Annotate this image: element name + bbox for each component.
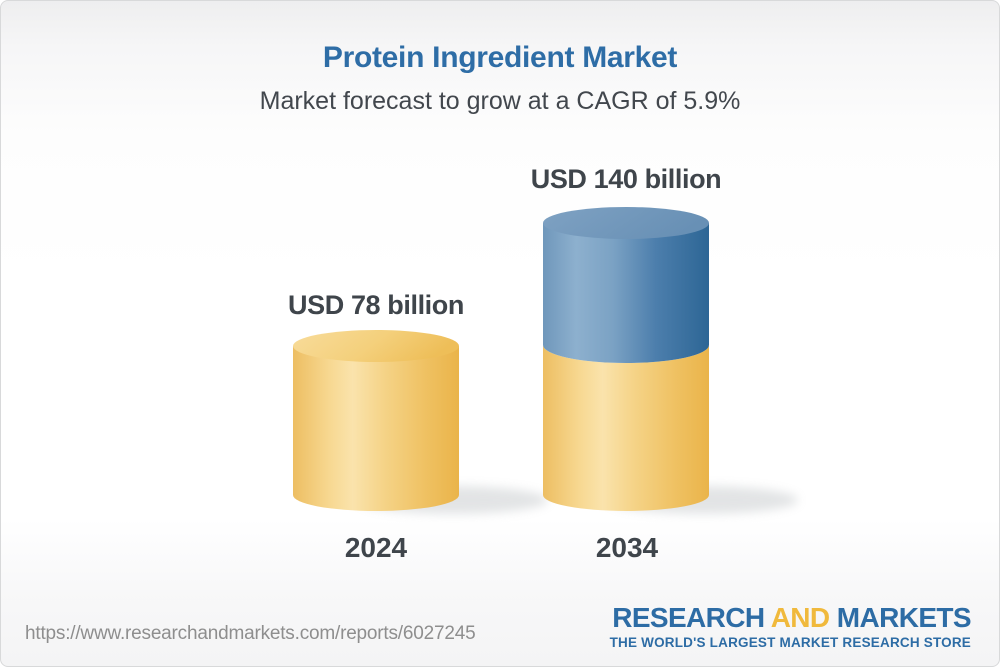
report-url: https://www.researchandmarkets.com/repor…: [25, 623, 476, 644]
bar-2034-yellow-segment: [543, 345, 709, 511]
bar-2034-cylinder: [543, 207, 709, 511]
logo-word-markets: MARKETS: [836, 602, 972, 633]
bar-2024-year-label: 2024: [344, 532, 408, 563]
bar-2024-cylinder: [293, 330, 459, 511]
chart-subtitle: Market forecast to grow at a CAGR of 5.9…: [259, 87, 741, 115]
logo-wordmark: RESEARCH AND MARKETS: [610, 604, 971, 632]
bar-2034-blue-cap: [543, 207, 709, 239]
bar-2024-value-label: USD 78 billion: [288, 290, 464, 320]
research-and-markets-logo: RESEARCH AND MARKETS THE WORLD'S LARGEST…: [609, 604, 972, 650]
bar-2034-value-label: USD 140 billion: [530, 164, 722, 194]
logo-word-research: RESEARCH: [612, 602, 765, 633]
logo-tagline: THE WORLD'S LARGEST MARKET RESEARCH STOR…: [609, 635, 971, 650]
logo-word-and: AND: [770, 602, 830, 633]
bar-2034-blue-segment: [543, 223, 709, 363]
bar-2034-year-label: 2034: [595, 532, 659, 563]
chart-title: Protein Ingredient Market: [322, 41, 678, 74]
